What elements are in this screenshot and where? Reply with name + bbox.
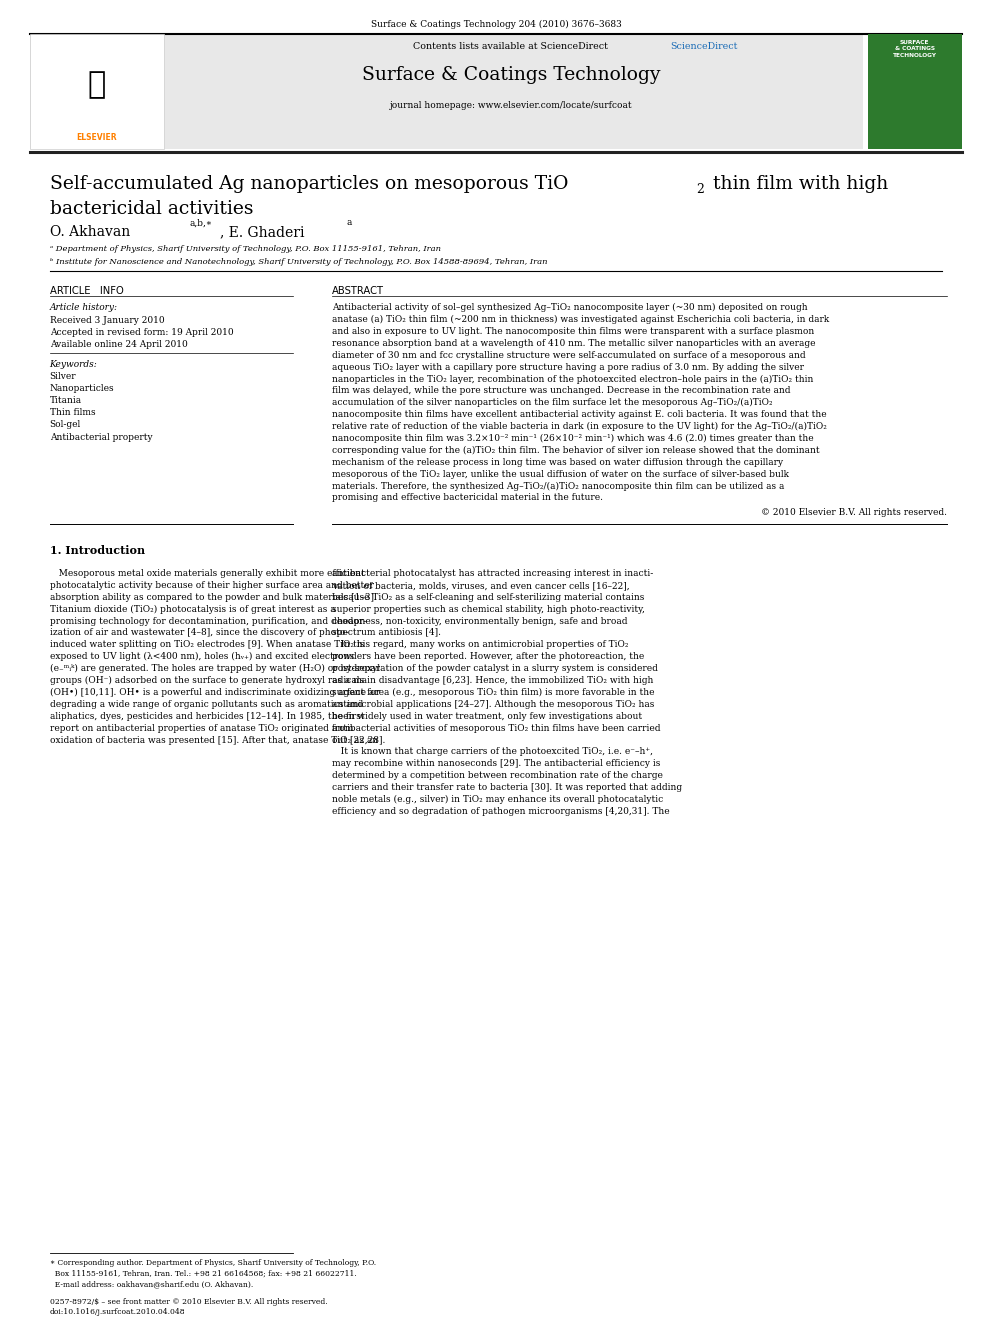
Text: exposed to UV light (λ<400 nm), holes (hᵥ₊) and excited electrons: exposed to UV light (λ<400 nm), holes (h… [50,652,354,662]
Text: , E. Ghaderi: , E. Ghaderi [220,225,310,239]
Text: ARTICLE   INFO: ARTICLE INFO [50,286,123,296]
Text: Thin films: Thin films [50,409,95,417]
Text: ∗ Corresponding author. Department of Physics, Sharif University of Technology, : ∗ Corresponding author. Department of Ph… [50,1259,376,1267]
Text: resonance absorption band at a wavelength of 410 nm. The metallic silver nanopar: resonance absorption band at a wavelengt… [332,339,815,348]
Text: Antibacterial activity of sol–gel synthesized Ag–TiO₂ nanocomposite layer (~30 n: Antibacterial activity of sol–gel synthe… [332,303,807,312]
Text: cheapness, non-toxicity, environmentally benign, safe and broad: cheapness, non-toxicity, environmentally… [332,617,628,626]
FancyBboxPatch shape [30,34,863,149]
Text: induced water splitting on TiO₂ electrodes [9]. When anatase TiO₂ is: induced water splitting on TiO₂ electrod… [50,640,364,650]
Text: diameter of 30 nm and fcc crystalline structure were self-accumulated on surface: diameter of 30 nm and fcc crystalline st… [332,351,806,360]
Text: 0257-8972/$ – see front matter © 2010 Elsevier B.V. All rights reserved.: 0257-8972/$ – see front matter © 2010 El… [50,1298,327,1306]
Text: surface area (e.g., mesoporous TiO₂ thin film) is more favorable in the: surface area (e.g., mesoporous TiO₂ thin… [332,688,655,697]
Text: Titania: Titania [50,396,81,405]
Text: noble metals (e.g., silver) in TiO₂ may enhance its overall photocatalytic: noble metals (e.g., silver) in TiO₂ may … [332,795,664,804]
Text: vation of bacteria, molds, viruses, and even cancer cells [16–22],: vation of bacteria, molds, viruses, and … [332,581,630,590]
Text: report on antibacterial properties of anatase TiO₂ originated from: report on antibacterial properties of an… [50,724,353,733]
Text: oxidation of bacteria was presented [15]. After that, anatase TiO₂ as an: oxidation of bacteria was presented [15]… [50,736,378,745]
Text: Silver: Silver [50,372,76,381]
Text: photocatalytic activity because of their higher surface area and better: photocatalytic activity because of their… [50,581,374,590]
Text: ᵃ Department of Physics, Sharif University of Technology, P.O. Box 11155-9161, T: ᵃ Department of Physics, Sharif Universi… [50,245,440,253]
Text: Antibacterial property: Antibacterial property [50,433,152,442]
Text: promising and effective bactericidal material in the future.: promising and effective bactericidal mat… [332,493,603,503]
FancyBboxPatch shape [30,34,164,149]
Text: nanoparticles in the TiO₂ layer, recombination of the photoexcited electron–hole: nanoparticles in the TiO₂ layer, recombi… [332,374,813,384]
Text: ABSTRACT: ABSTRACT [332,286,384,296]
Text: ScienceDirect: ScienceDirect [671,42,738,52]
Text: Contents lists available at ScienceDirect: Contents lists available at ScienceDirec… [414,42,608,52]
Text: efficiency and so degradation of pathogen microorganisms [4,20,31]. The: efficiency and so degradation of pathoge… [332,807,670,816]
Text: determined by a competition between recombination rate of the charge: determined by a competition between reco… [332,771,664,781]
Text: mesoporous of the TiO₂ layer, unlike the usual diffusion of water on the surface: mesoporous of the TiO₂ layer, unlike the… [332,470,790,479]
Text: bactericidal activities: bactericidal activities [50,200,253,218]
Text: Sol-gel: Sol-gel [50,421,81,430]
Text: a,b,∗: a,b,∗ [189,218,212,228]
Text: Self-accumulated Ag nanoparticles on mesoporous TiO: Self-accumulated Ag nanoparticles on mes… [50,175,568,193]
Text: degrading a wide range of organic pollutants such as aromatics and: degrading a wide range of organic pollut… [50,700,363,709]
Text: antibacterial activities of mesoporous TiO₂ thin films have been carried: antibacterial activities of mesoporous T… [332,724,661,733]
Text: Article history:: Article history: [50,303,118,312]
Text: © 2010 Elsevier B.V. All rights reserved.: © 2010 Elsevier B.V. All rights reserved… [762,508,947,517]
Text: anatase (a) TiO₂ thin film (~200 nm in thickness) was investigated against Esche: anatase (a) TiO₂ thin film (~200 nm in t… [332,315,829,324]
Text: and also in exposure to UV light. The nanocomposite thin films were transparent : and also in exposure to UV light. The na… [332,327,814,336]
Text: groups (OH⁻) adsorbed on the surface to generate hydroxyl radicals: groups (OH⁻) adsorbed on the surface to … [50,676,364,685]
Text: may recombine within nanoseconds [29]. The antibacterial efficiency is: may recombine within nanoseconds [29]. T… [332,759,661,769]
Text: Nanoparticles: Nanoparticles [50,384,114,393]
Text: accumulation of the silver nanoparticles on the film surface let the mesoporous : accumulation of the silver nanoparticles… [332,398,773,407]
Text: as a main disadvantage [6,23]. Hence, the immobilized TiO₂ with high: as a main disadvantage [6,23]. Hence, th… [332,676,654,685]
Text: because TiO₂ as a self-cleaning and self-sterilizing material contains: because TiO₂ as a self-cleaning and self… [332,593,645,602]
Text: journal homepage: www.elsevier.com/locate/surfcoat: journal homepage: www.elsevier.com/locat… [390,101,632,110]
Text: promising technology for decontamination, purification, and deodor-: promising technology for decontamination… [50,617,366,626]
Text: E-mail address: oakhavan@sharif.edu (O. Akhavan).: E-mail address: oakhavan@sharif.edu (O. … [50,1281,253,1289]
Text: carriers and their transfer rate to bacteria [30]. It was reported that adding: carriers and their transfer rate to bact… [332,783,682,792]
Text: In this regard, many works on antimicrobial properties of TiO₂: In this regard, many works on antimicrob… [332,640,629,650]
Text: relative rate of reduction of the viable bacteria in dark (in exposure to the UV: relative rate of reduction of the viable… [332,422,827,431]
Text: aqueous TiO₂ layer with a capillary pore structure having a pore radius of 3.0 n: aqueous TiO₂ layer with a capillary pore… [332,363,805,372]
Text: Accepted in revised form: 19 April 2010: Accepted in revised form: 19 April 2010 [50,328,233,337]
Text: superior properties such as chemical stability, high photo-reactivity,: superior properties such as chemical sta… [332,605,645,614]
Text: mechanism of the release process in long time was based on water diffusion throu: mechanism of the release process in long… [332,458,784,467]
Text: nanocomposite thin film was 3.2×10⁻² min⁻¹ (26×10⁻² min⁻¹) which was 4.6 (2.0) t: nanocomposite thin film was 3.2×10⁻² min… [332,434,814,443]
Text: 1. Introduction: 1. Introduction [50,545,145,556]
Text: It is known that charge carriers of the photoexcited TiO₂, i.e. e⁻–h⁺,: It is known that charge carriers of the … [332,747,654,757]
Text: antimicrobial applications [24–27]. Although the mesoporous TiO₂ has: antimicrobial applications [24–27]. Alth… [332,700,655,709]
Text: ization of air and wastewater [4–8], since the discovery of photo-: ization of air and wastewater [4–8], sin… [50,628,348,638]
Text: 🌲: 🌲 [87,70,105,99]
Text: O. Akhavan: O. Akhavan [50,225,134,239]
Text: Keywords:: Keywords: [50,360,97,369]
Text: powders have been reported. However, after the photoreaction, the: powders have been reported. However, aft… [332,652,645,662]
Text: (e₋ᵐᵢᵏ) are generated. The holes are trapped by water (H₂O) or hydroxyl: (e₋ᵐᵢᵏ) are generated. The holes are tra… [50,664,380,673]
Text: corresponding value for the (a)TiO₂ thin film. The behavior of silver ion releas: corresponding value for the (a)TiO₂ thin… [332,446,820,455]
Text: film was delayed, while the pore structure was unchanged. Decrease in the recomb: film was delayed, while the pore structu… [332,386,791,396]
Text: Box 11155-9161, Tehran, Iran. Tel.: +98 21 66164568; fax: +98 21 66022711.: Box 11155-9161, Tehran, Iran. Tel.: +98 … [50,1270,356,1278]
Text: nanocomposite thin films have excellent antibacterial activity against E. coli b: nanocomposite thin films have excellent … [332,410,827,419]
Text: (OH•) [10,11]. OH• is a powerful and indiscriminate oxidizing agent for: (OH•) [10,11]. OH• is a powerful and ind… [50,688,380,697]
Text: doi:10.1016/j.surfcoat.2010.04.048: doi:10.1016/j.surfcoat.2010.04.048 [50,1308,186,1316]
Text: materials. Therefore, the synthesized Ag–TiO₂/(a)TiO₂ nanocomposite thin film ca: materials. Therefore, the synthesized Ag… [332,482,785,491]
Text: a: a [346,218,351,228]
Text: SURFACE
& COATINGS
TECHNOLOGY: SURFACE & COATINGS TECHNOLOGY [893,40,936,58]
Text: Available online 24 April 2010: Available online 24 April 2010 [50,340,187,349]
Text: been widely used in water treatment, only few investigations about: been widely used in water treatment, onl… [332,712,643,721]
Text: out [22,28].: out [22,28]. [332,736,386,745]
Text: aliphatics, dyes, pesticides and herbicides [12–14]. In 1985, the first: aliphatics, dyes, pesticides and herbici… [50,712,364,721]
FancyBboxPatch shape [868,34,962,149]
Text: thin film with high: thin film with high [707,175,889,193]
Text: Received 3 January 2010: Received 3 January 2010 [50,316,165,325]
Text: antibacterial photocatalyst has attracted increasing interest in inacti-: antibacterial photocatalyst has attracte… [332,569,654,578]
Text: ᵇ Institute for Nanoscience and Nanotechnology, Sharif University of Technology,: ᵇ Institute for Nanoscience and Nanotech… [50,258,548,266]
Text: absorption ability as compared to the powder and bulk materials [1–3].: absorption ability as compared to the po… [50,593,377,602]
Text: ELSEVIER: ELSEVIER [76,132,116,142]
Text: Surface & Coatings Technology: Surface & Coatings Technology [362,66,660,85]
Text: Surface & Coatings Technology 204 (2010) 3676–3683: Surface & Coatings Technology 204 (2010)… [371,20,621,29]
Text: Mesoporous metal oxide materials generally exhibit more efficient: Mesoporous metal oxide materials general… [50,569,364,578]
Text: spectrum antibiosis [4].: spectrum antibiosis [4]. [332,628,441,638]
Text: post-separation of the powder catalyst in a slurry system is considered: post-separation of the powder catalyst i… [332,664,659,673]
Text: Titanium dioxide (TiO₂) photocatalysis is of great interest as a: Titanium dioxide (TiO₂) photocatalysis i… [50,605,335,614]
Text: 2: 2 [696,183,703,196]
